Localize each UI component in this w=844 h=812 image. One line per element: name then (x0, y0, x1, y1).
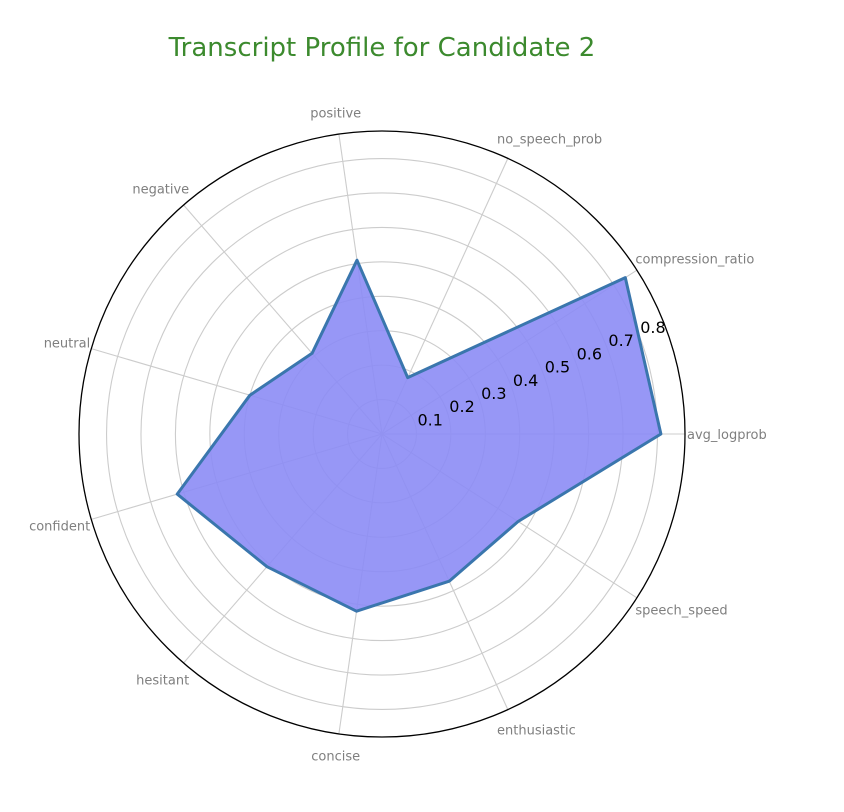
axis-labels: avg_logprob compression_ratio no_speech_pr… (29, 106, 767, 764)
axis-label-compression-ratio: compression_ratio (635, 252, 754, 267)
axis-label-avg-logprob: avg_logprob (687, 428, 767, 443)
radial-tick-labels: 0.1 0.2 0.3 0.4 0.5 0.6 0.7 0.8 (418, 318, 666, 429)
radial-tick-label: 0.4 (513, 371, 538, 390)
axis-label-positive: positive (310, 106, 361, 121)
data-polygon (175, 258, 663, 613)
radial-tick-label: 0.7 (608, 331, 633, 350)
radial-tick-label: 0.8 (640, 318, 665, 337)
outer-ring (78, 130, 686, 738)
axis-label-hesitant: hesitant (136, 674, 189, 689)
axis-label-concise: concise (311, 750, 360, 765)
radial-tick-label: 0.2 (449, 397, 474, 416)
axis-label-enthusiastic: enthusiastic (497, 724, 576, 739)
radial-tick-label: 0.5 (545, 358, 570, 377)
axis-label-confident: confident (29, 520, 90, 535)
radial-tick-label: 0.3 (481, 384, 506, 403)
axis-label-speech-speed: speech_speed (635, 604, 727, 619)
axis-label-no-speech-prob: no_speech_prob (497, 132, 602, 147)
axis-label-neutral: neutral (44, 336, 91, 351)
chart-title: Transcript Profile for Candidate 2 (168, 33, 596, 63)
axis-label-negative: negative (132, 182, 189, 197)
radial-tick-label: 0.1 (418, 410, 443, 429)
radial-tick-label: 0.6 (577, 344, 602, 363)
